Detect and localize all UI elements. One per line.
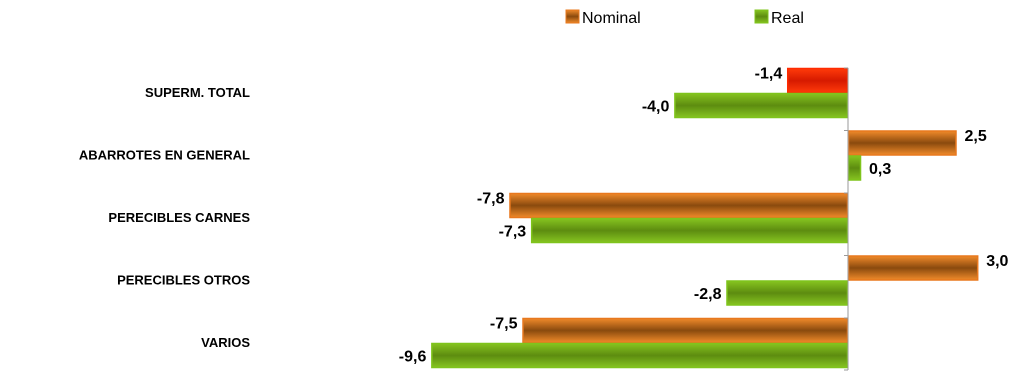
legend-swatch-real <box>754 9 769 24</box>
bar-real <box>530 217 849 244</box>
bar-nominal <box>522 317 849 344</box>
data-label-nominal: -1,4 <box>755 66 783 83</box>
bar-real <box>674 92 849 119</box>
bars <box>431 67 979 369</box>
bar-real <box>431 342 849 369</box>
value-axis <box>844 67 849 371</box>
category-label: ABARROTES EN GENERAL <box>79 148 250 163</box>
category-label: VARIOS <box>201 335 250 350</box>
legend-label-real: Real <box>771 10 804 27</box>
bar-real <box>726 280 849 306</box>
data-label-real: 0,3 <box>869 161 891 178</box>
legend-label-nominal: Nominal <box>582 10 641 27</box>
legend-swatch-nominal <box>565 9 580 24</box>
data-label-real: -4,0 <box>642 99 670 116</box>
data-label-real: -9,6 <box>399 349 427 366</box>
data-label-real: -7,3 <box>499 224 527 241</box>
data-label-nominal: 2,5 <box>965 128 987 145</box>
data-labels: -1,4 -4,0 2,5 0,3 -7,8 -7,3 3,0 -2,8 -7,5 -9,6 <box>399 66 1009 366</box>
bar-nominal <box>847 255 979 281</box>
legend: Nominal Real <box>565 9 804 27</box>
bar-real <box>847 155 862 181</box>
bar-nominal <box>847 130 957 156</box>
category-labels: SUPERM. TOTAL ABARROTES EN GENERAL PERECIB… <box>79 85 251 350</box>
category-label: PERECIBLES CARNES <box>108 210 250 225</box>
category-label: PERECIBLES OTROS <box>117 273 250 288</box>
data-label-nominal: -7,5 <box>490 316 518 333</box>
bar-nominal <box>509 192 849 219</box>
bar-nominal <box>786 67 849 94</box>
data-label-real: -2,8 <box>694 286 722 303</box>
data-label-nominal: -7,8 <box>477 191 505 208</box>
category-label: SUPERM. TOTAL <box>145 85 250 100</box>
data-label-nominal: 3,0 <box>986 253 1008 270</box>
